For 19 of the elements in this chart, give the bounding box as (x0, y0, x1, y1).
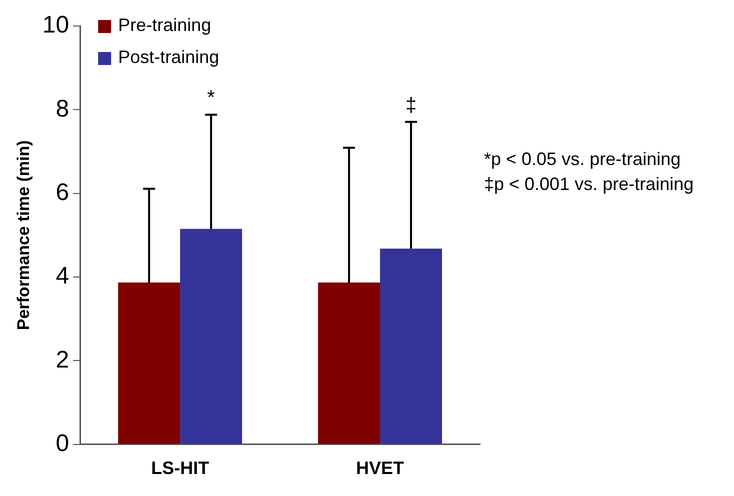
y-tick-label: 2 (56, 346, 70, 374)
annotation: * (207, 87, 216, 110)
bar (180, 228, 242, 444)
y-tick-label: 10 (42, 12, 70, 39)
text: ‡p < 0.001 vs. pre-training (484, 174, 694, 194)
annotation: ‡ (405, 94, 417, 116)
x-tick-label: HVET (356, 458, 404, 478)
y-tick-label: 6 (56, 178, 70, 206)
x-tick-label: LS-HIT (151, 458, 210, 478)
bar (118, 282, 180, 444)
text: *p < 0.05 vs. pre-training (484, 148, 681, 169)
legend-label: Pre-training (118, 14, 212, 35)
bar (380, 248, 442, 444)
y-tick-label: 4 (56, 262, 70, 290)
y-tick-label: 0 (56, 430, 70, 458)
y-axis-title: Performance time (min) (14, 140, 33, 330)
y-tick-label: 8 (56, 95, 70, 122)
bar (318, 282, 380, 444)
legend-label: Post-training (118, 46, 220, 67)
